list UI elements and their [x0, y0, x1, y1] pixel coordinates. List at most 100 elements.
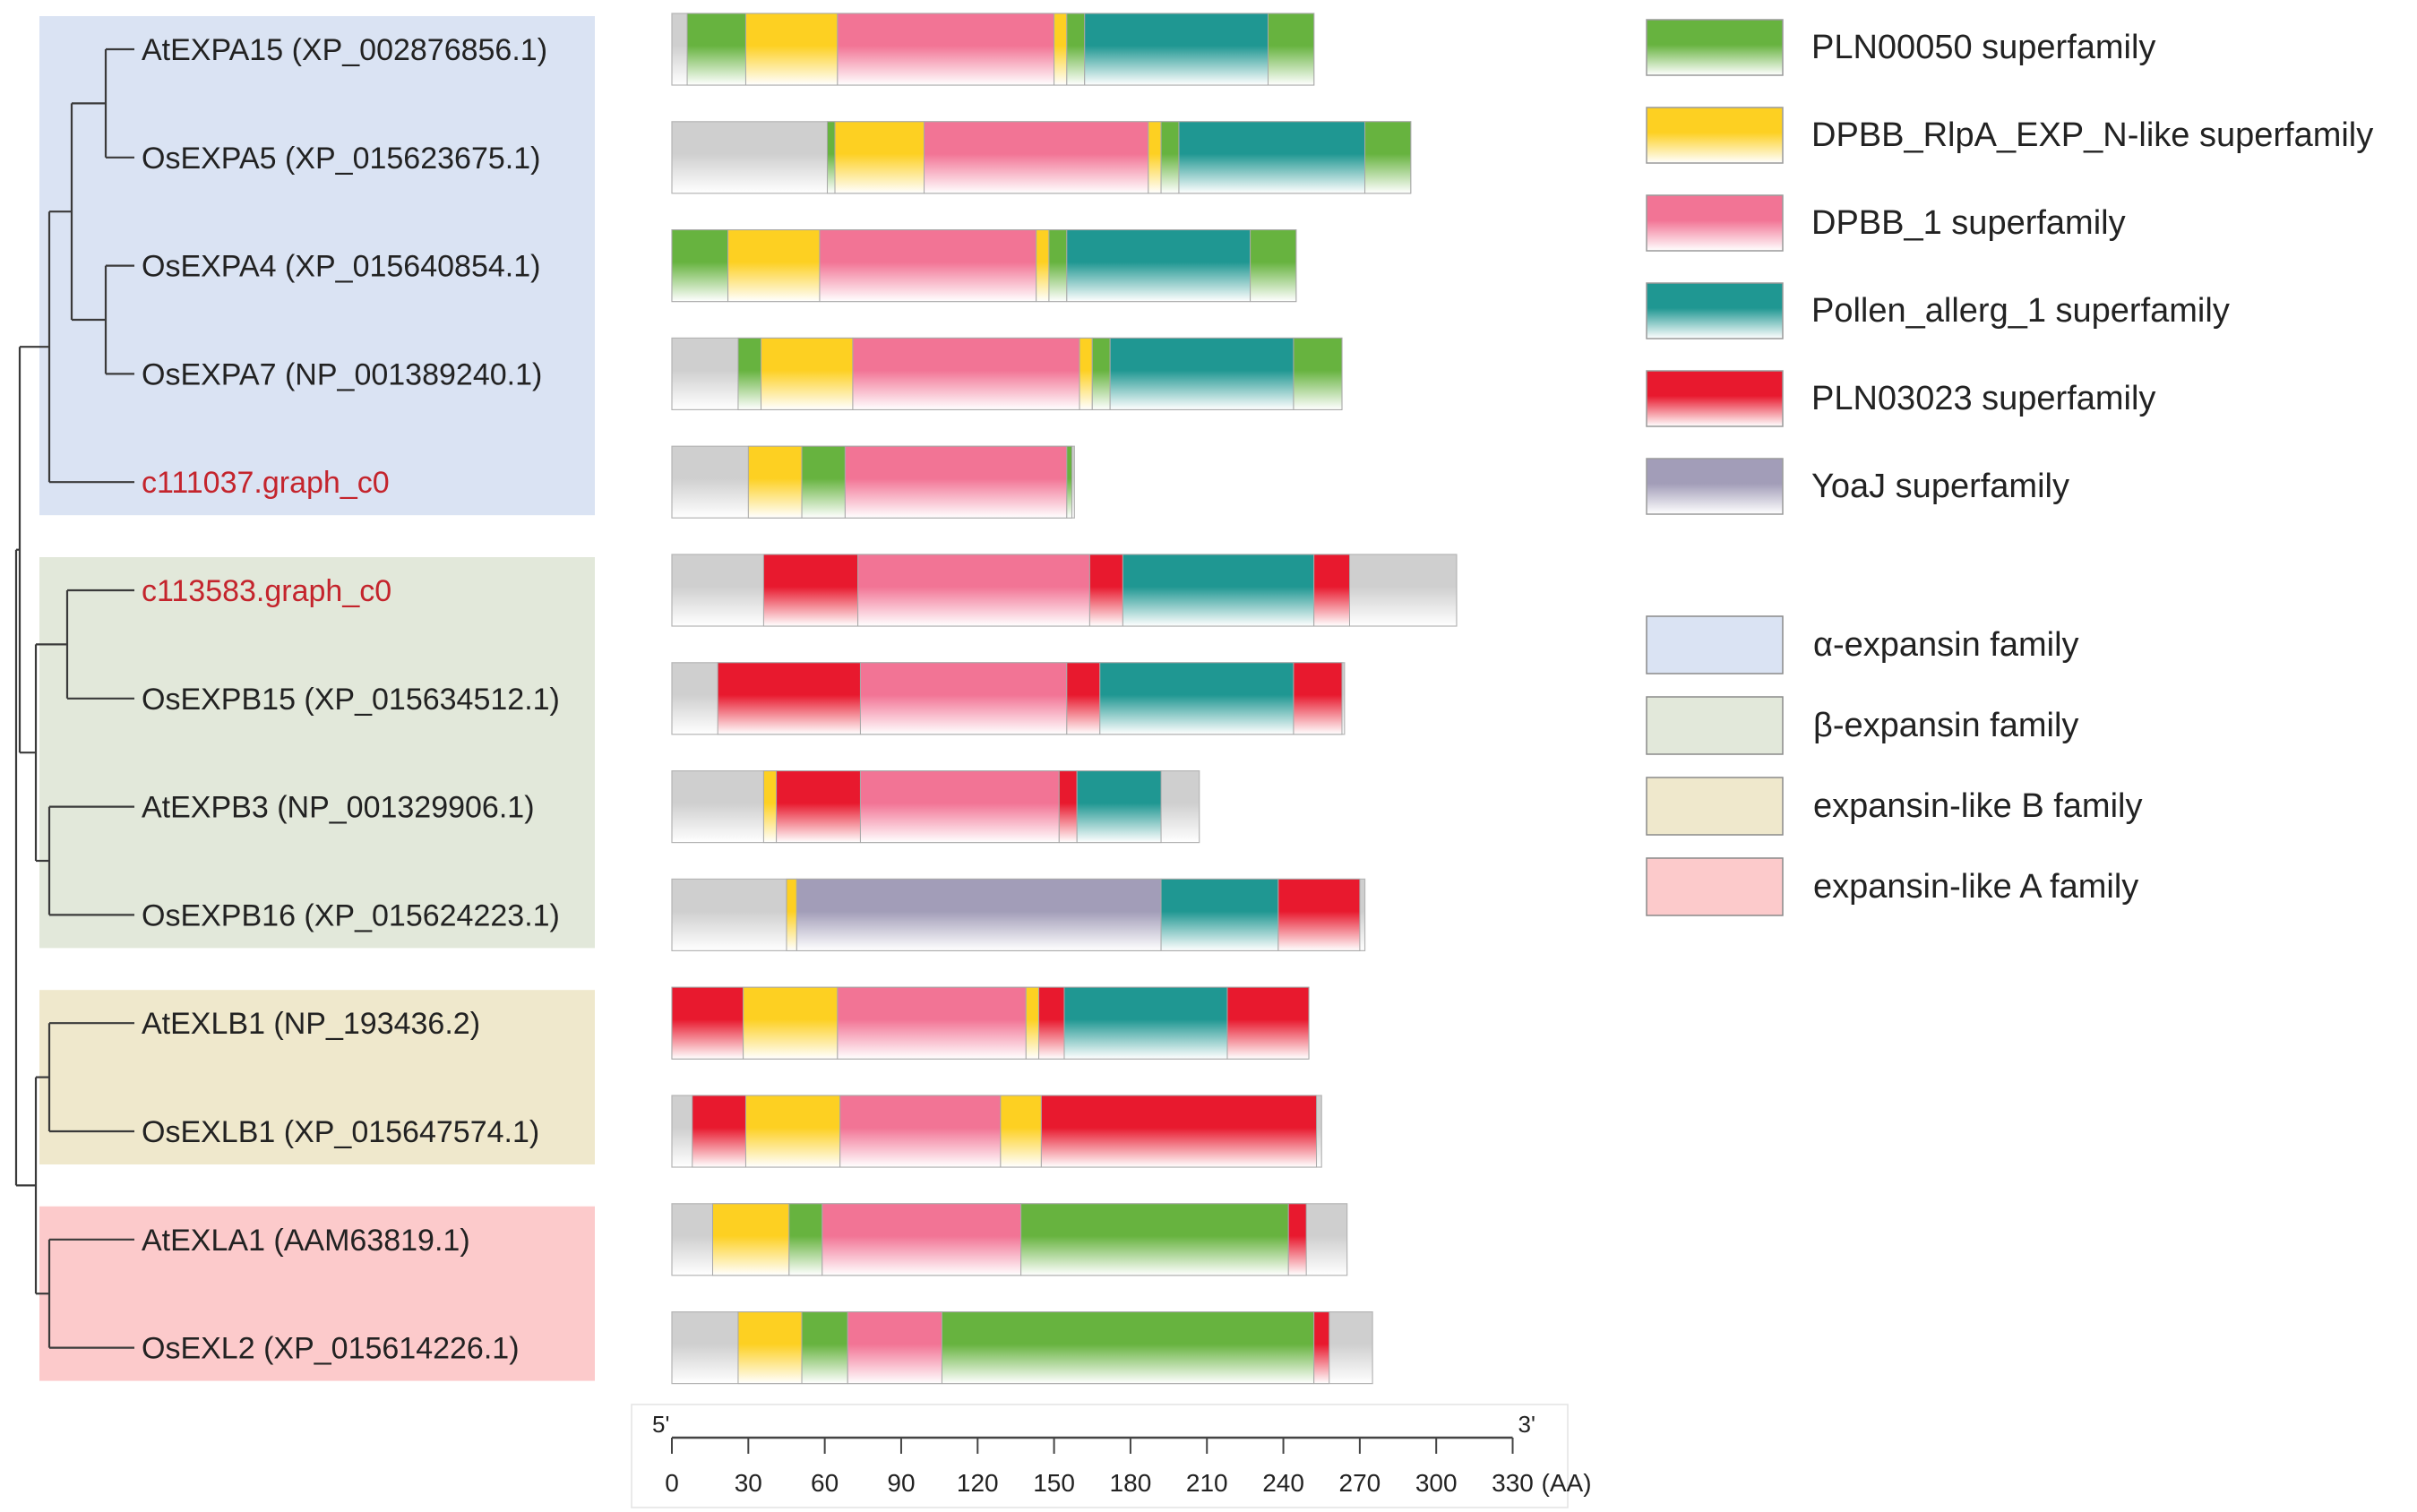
domain-DPBB_RlpA	[1054, 13, 1068, 86]
domain-YoaJ	[796, 878, 1162, 951]
domain-PLN00050	[1048, 229, 1068, 303]
legend-swatch	[1646, 696, 1784, 755]
domain-DPBB_1	[844, 445, 1068, 519]
domain-PLN03023	[1088, 554, 1123, 627]
axis-tick-label: 120	[957, 1469, 999, 1497]
domain-Pollen_allerg	[1178, 121, 1366, 194]
domain-Pollen_allerg	[1122, 554, 1315, 627]
protein-bar-row	[671, 878, 1366, 952]
domain-PLN00050	[826, 121, 836, 194]
axis-tick-label: 210	[1186, 1469, 1228, 1497]
domain-PLN00050	[941, 1311, 1315, 1385]
domain-PLN03023	[671, 986, 744, 1060]
domain-PLN03023	[1066, 662, 1101, 735]
domain-Pollen_allerg	[1076, 770, 1162, 844]
domain-DPBB_1	[837, 13, 1055, 86]
domain-PLN00050	[1293, 337, 1343, 410]
domain-Pollen_allerg	[1099, 662, 1295, 735]
protein-bar-row	[671, 1095, 1322, 1168]
domain-DPBB_RlpA	[1000, 1095, 1042, 1168]
domain-DPBB_RlpA	[737, 1311, 803, 1385]
phylogenetic-tree	[14, 47, 134, 1349]
domain-PLN00050	[686, 13, 746, 86]
domain-PLN03023	[762, 554, 859, 627]
domain-PLN03023	[1058, 770, 1078, 844]
domain-PLN03023	[1277, 878, 1361, 951]
domain-Pollen_allerg	[1160, 878, 1279, 951]
protein-label: AtEXLB1 (NP_193436.2)	[142, 1007, 480, 1041]
axis-tick-label: 60	[811, 1469, 839, 1497]
protein-label: AtEXPA15 (XP_002876856.1)	[142, 33, 547, 67]
legend-label: expansin-like B family	[1813, 787, 2142, 825]
legend-swatch	[1646, 282, 1784, 339]
domain-DPBB_RlpA	[712, 1203, 790, 1276]
legend-item-DPBB_RlpA: DPBB_RlpA_EXP_N-like superfamily	[1646, 107, 2373, 164]
protein-bar-row	[671, 445, 1075, 519]
legend-swatch	[1646, 857, 1784, 916]
legend-label: Pollen_allerg_1 superfamily	[1811, 292, 2230, 330]
protein-bar-row	[671, 554, 1458, 627]
domain-DPBB_RlpA	[761, 337, 854, 410]
family-legend: α-expansin family β-expansin family expans…	[1646, 615, 2142, 916]
protein-bar-row	[671, 13, 1315, 86]
legend-label: DPBB_1 superfamily	[1811, 204, 2126, 242]
domain-bars	[671, 13, 1458, 1385]
domain-PLN00050	[1066, 445, 1073, 519]
protein-label: OsEXL2 (XP_015614226.1)	[142, 1332, 520, 1366]
family-bands	[39, 16, 595, 1381]
domain-DPBB_1	[839, 1095, 1002, 1168]
protein-bar-row	[671, 337, 1343, 410]
legend-item-PLN00050: PLN00050 superfamily	[1646, 19, 2155, 76]
axis-tick-label: 330	[1492, 1469, 1534, 1497]
protein-label: AtEXPB3 (NP_001329906.1)	[142, 791, 535, 825]
domain-Pollen_allerg	[1109, 337, 1295, 410]
domain-PLN00050	[1267, 13, 1315, 86]
legend-swatch	[1646, 194, 1784, 252]
domain-PLN00050	[788, 1203, 823, 1276]
domain-DPBB_RlpA	[786, 878, 797, 951]
legend-swatch	[1646, 777, 1784, 836]
domain-PLN00050	[1250, 229, 1297, 303]
legend-item-beta: β-expansin family	[1646, 696, 2078, 755]
domain-DPBB_RlpA	[1025, 986, 1040, 1060]
legend-label: expansin-like A family	[1813, 868, 2138, 906]
domain-PLN03023	[1226, 986, 1310, 1060]
protein-label: OsEXPA7 (NP_001389240.1)	[142, 357, 542, 391]
domain-DPBB_1	[819, 229, 1037, 303]
legend-label: DPBB_RlpA_EXP_N-like superfamily	[1811, 116, 2373, 154]
domain-DPBB_1	[859, 770, 1060, 844]
axis-unit-label: (AA)	[1542, 1469, 1592, 1497]
domain-DPBB_RlpA	[743, 986, 839, 1060]
domain-PLN03023	[1038, 986, 1065, 1060]
domain-DPBB_1	[852, 337, 1080, 410]
domain-PLN03023	[717, 662, 861, 735]
legend-swatch	[1646, 370, 1784, 427]
axis-tick-label: 150	[1033, 1469, 1075, 1497]
family-band-exla	[39, 1206, 595, 1381]
domain-PLN00050	[1091, 337, 1111, 410]
legend-label: YoaJ superfamily	[1811, 468, 2069, 505]
domain-DPBB_RlpA	[727, 229, 821, 303]
domain-DPBB_RlpA	[762, 770, 778, 844]
family-band-exlb	[39, 990, 595, 1164]
domain-DPBB_RlpA	[744, 1095, 841, 1168]
legend-item-DPBB_1: DPBB_1 superfamily	[1646, 194, 2126, 252]
axis-3prime-label: 3'	[1518, 1411, 1535, 1438]
domain-DPBB_1	[857, 554, 1090, 627]
family-band-beta	[39, 557, 595, 949]
protein-bar-row	[671, 662, 1346, 735]
domain-DPBB_1	[821, 1203, 1022, 1276]
legend-item-PLN03023: PLN03023 superfamily	[1646, 370, 2155, 427]
domain-DPBB_1	[924, 121, 1149, 194]
protein-bar-row	[671, 1203, 1348, 1276]
legend-swatch	[1646, 107, 1784, 164]
domain-PLN00050	[671, 229, 729, 303]
legend-swatch	[1646, 458, 1784, 515]
protein-label: OsEXLB1 (XP_015647574.1)	[142, 1115, 539, 1149]
legend-item-exlb: expansin-like B family	[1646, 777, 2142, 836]
protein-bar-row	[671, 121, 1412, 194]
axis-tick-label: 270	[1339, 1469, 1381, 1497]
domain-PLN03023	[776, 770, 861, 844]
legend-item-YoaJ: YoaJ superfamily	[1646, 458, 2069, 515]
protein-label: c113583.graph_c0	[142, 574, 391, 608]
